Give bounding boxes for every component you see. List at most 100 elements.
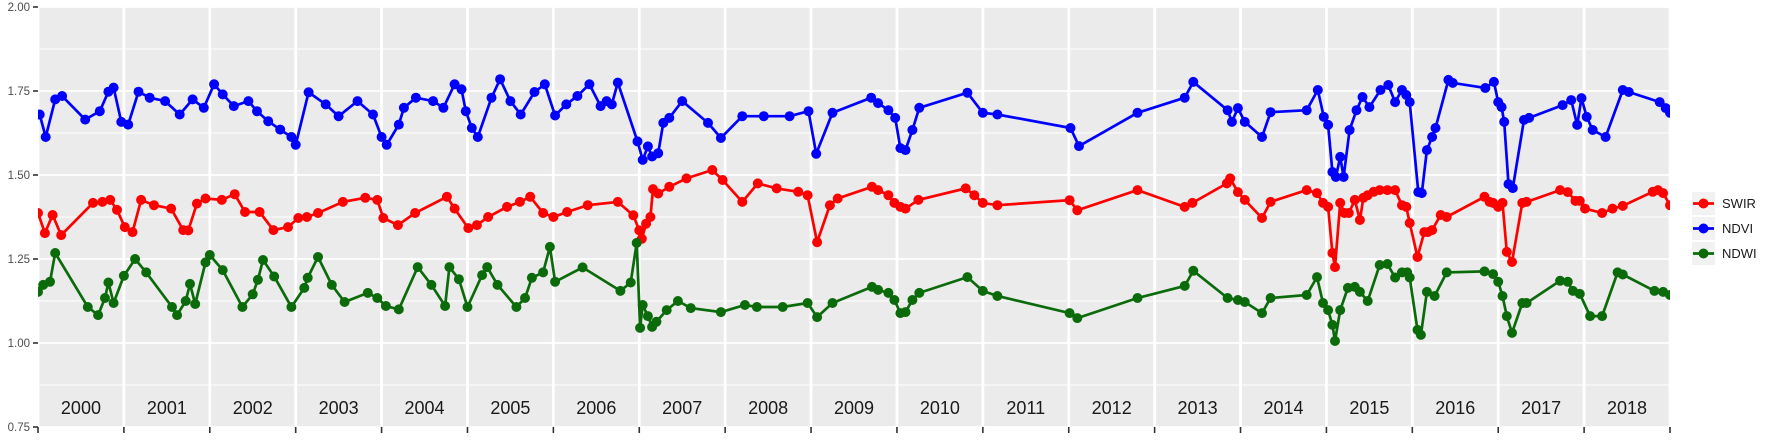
data-point xyxy=(992,200,1003,211)
data-point xyxy=(1335,197,1346,208)
data-point xyxy=(642,141,653,152)
data-point xyxy=(539,79,550,90)
data-point xyxy=(190,299,201,309)
data-point xyxy=(1566,95,1577,106)
data-point xyxy=(118,270,129,281)
data-point xyxy=(992,109,1003,120)
data-point xyxy=(900,307,911,318)
data-point xyxy=(57,91,68,101)
data-point xyxy=(477,270,488,281)
data-point xyxy=(1301,105,1312,116)
data-point xyxy=(1607,203,1618,214)
data-point xyxy=(1187,197,1198,208)
data-point xyxy=(628,210,639,221)
data-point xyxy=(1257,308,1267,319)
data-point xyxy=(398,102,409,113)
data-point xyxy=(550,110,561,121)
legend: SWIR NDVI NDWI xyxy=(1692,192,1757,265)
data-point xyxy=(1521,298,1532,308)
data-point xyxy=(88,197,98,208)
data-point xyxy=(293,213,304,223)
data-point xyxy=(167,302,177,312)
data-point xyxy=(1330,336,1340,346)
data-point xyxy=(1318,111,1329,122)
data-point xyxy=(653,188,664,199)
data-point xyxy=(1562,187,1573,198)
data-point xyxy=(1597,311,1608,322)
data-point xyxy=(737,111,748,122)
data-point xyxy=(900,203,911,214)
data-point xyxy=(149,200,159,211)
data-point xyxy=(290,139,301,150)
data-point xyxy=(1179,92,1190,103)
data-point xyxy=(883,287,894,298)
data-point xyxy=(866,92,877,103)
data-point xyxy=(252,274,263,285)
facet-year-label: 2005 xyxy=(490,398,530,418)
legend-item-swir: SWIR xyxy=(1692,192,1757,215)
data-point xyxy=(544,241,555,252)
data-point xyxy=(185,278,195,289)
data-point xyxy=(802,190,813,201)
data-point xyxy=(664,112,675,123)
data-point xyxy=(1416,188,1427,199)
data-point xyxy=(337,196,348,207)
data-point xyxy=(453,274,464,285)
data-point xyxy=(890,112,901,123)
data-point xyxy=(1179,280,1190,291)
data-point xyxy=(1338,172,1349,182)
data-point xyxy=(1585,311,1596,322)
facet-year-label: 2012 xyxy=(1092,398,1132,418)
data-point xyxy=(584,79,595,90)
data-point xyxy=(812,312,823,323)
data-point xyxy=(538,267,549,278)
data-point xyxy=(1665,290,1670,300)
data-point xyxy=(200,257,211,268)
data-point xyxy=(526,272,537,283)
data-point xyxy=(1318,298,1328,308)
data-point xyxy=(1257,213,1267,223)
data-point xyxy=(313,208,323,218)
data-point xyxy=(802,298,813,308)
data-point xyxy=(1507,183,1518,194)
data-point xyxy=(1404,218,1415,228)
facet-year-label: 2003 xyxy=(319,398,359,418)
data-point xyxy=(1390,185,1401,196)
data-point xyxy=(240,207,250,217)
data-point xyxy=(47,210,58,220)
facet-year-label: 2002 xyxy=(233,398,273,418)
data-point xyxy=(123,119,134,130)
facet-year-label: 2004 xyxy=(405,398,445,418)
data-point xyxy=(100,293,110,303)
data-point xyxy=(1493,276,1504,287)
data-point xyxy=(1507,327,1517,338)
facet-year-label: 2011 xyxy=(1006,398,1045,418)
data-point xyxy=(1265,293,1276,303)
data-point xyxy=(1501,311,1512,322)
data-point xyxy=(39,228,50,239)
data-point xyxy=(612,77,623,88)
data-point xyxy=(283,222,293,233)
data-point xyxy=(1600,132,1611,142)
legend-item-ndvi: NDVI xyxy=(1692,217,1757,240)
data-point xyxy=(1132,185,1143,196)
y-axis-label: 0.75 xyxy=(8,422,30,434)
data-point xyxy=(907,125,918,135)
swir-line-point-icon xyxy=(1693,198,1714,209)
data-point xyxy=(637,300,648,310)
data-point xyxy=(1330,262,1340,273)
data-point xyxy=(339,297,350,307)
data-point xyxy=(1312,272,1322,283)
data-point xyxy=(1521,196,1532,207)
data-point xyxy=(577,262,588,273)
data-point xyxy=(326,279,337,290)
data-point xyxy=(1232,103,1243,114)
data-point xyxy=(1574,195,1585,206)
data-point xyxy=(191,198,202,209)
data-point xyxy=(108,298,119,308)
data-point xyxy=(187,94,198,105)
y-axis-label: 1.25 xyxy=(8,254,30,266)
data-point xyxy=(1480,83,1491,93)
data-point xyxy=(1576,93,1587,104)
data-point xyxy=(960,183,971,194)
